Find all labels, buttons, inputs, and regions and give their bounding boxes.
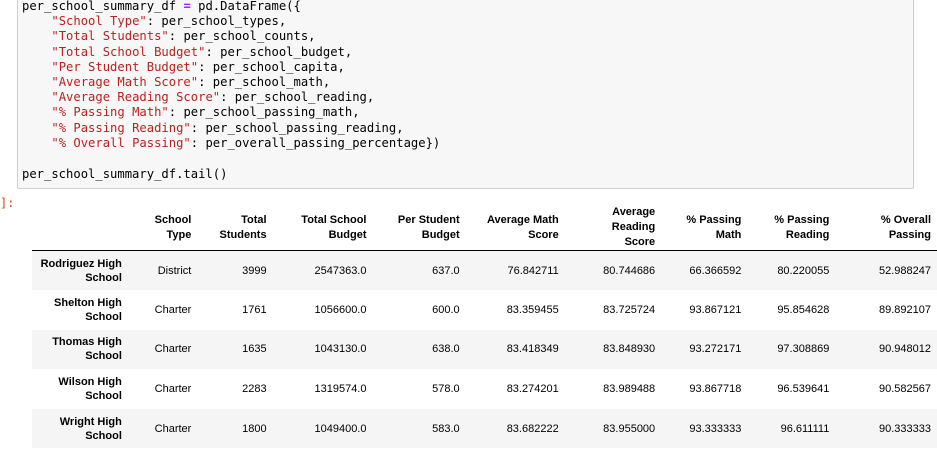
code-token: : per_school_budget, bbox=[205, 44, 353, 59]
code-token: per_school_summary_df bbox=[22, 0, 184, 13]
row-index: Wilson High School bbox=[58, 376, 122, 403]
column-header: Average Reading Score bbox=[611, 206, 656, 248]
cell-average-math: 83.418349 bbox=[506, 343, 559, 356]
code-string: "Total Students" bbox=[51, 29, 169, 44]
cell-total-budget: 1049400.0 bbox=[314, 422, 367, 435]
code-operator: = bbox=[183, 0, 191, 13]
column-header: Per Student Budget bbox=[397, 213, 460, 241]
cell-total-students: 3999 bbox=[242, 264, 267, 277]
code-string: "Per Student Budget" bbox=[51, 59, 199, 74]
code-token: pd.DataFrame({ bbox=[190, 0, 301, 13]
cell-school-type: Charter bbox=[154, 422, 192, 435]
table-row: Shelton High School Charter 1761 1056600.… bbox=[32, 290, 937, 330]
code-string: "% Overall Passing" bbox=[51, 135, 191, 150]
column-header: Average Math Score bbox=[486, 213, 559, 241]
column-header: % Passing Math bbox=[686, 213, 742, 241]
cell-total-students: 1800 bbox=[242, 422, 267, 435]
code-token: : per_school_counts, bbox=[168, 29, 316, 44]
code-editor[interactable]: per_school_summary_df = pd.DataFrame({ "… bbox=[22, 0, 440, 151]
cell-total-budget: 2547363.0 bbox=[314, 264, 367, 277]
row-index: Shelton High School bbox=[54, 296, 122, 323]
cell-total-students: 2283 bbox=[242, 383, 267, 396]
column-header: % Overall Passing bbox=[880, 213, 931, 241]
cell-average-math: 83.682222 bbox=[506, 422, 559, 435]
index-header bbox=[32, 205, 128, 251]
code-string: "% Passing Math" bbox=[51, 105, 169, 120]
cell-passing-reading: 97.308869 bbox=[777, 343, 830, 356]
code-line-tail: per_school_summary_df.tail() bbox=[22, 167, 228, 181]
cell-per-student-budget: 637.0 bbox=[432, 264, 460, 277]
table-header-row: School Type Total Students Total School Bud… bbox=[32, 205, 937, 251]
code-token: : per_school_types, bbox=[146, 14, 287, 29]
cell-total-budget: 1319574.0 bbox=[314, 383, 367, 396]
cell-per-student-budget: 583.0 bbox=[432, 422, 460, 435]
cell-passing-reading: 95.854628 bbox=[777, 303, 830, 316]
cell-passing-reading: 96.611111 bbox=[780, 422, 830, 435]
code-string: "Average Math Score" bbox=[51, 75, 199, 90]
cell-passing-math: 93.333333 bbox=[689, 422, 742, 435]
table-row: Rodriguez High School District 3999 25473… bbox=[32, 250, 937, 291]
column-header: % Passing Reading bbox=[774, 213, 830, 241]
cell-average-reading: 83.955000 bbox=[603, 422, 656, 435]
code-token: : per_school_passing_reading, bbox=[190, 120, 404, 135]
row-index: Rodriguez High School bbox=[40, 257, 122, 284]
cell-per-student-budget: 600.0 bbox=[432, 303, 460, 316]
table-row: Wright High School Charter 1800 1049400.0… bbox=[32, 408, 937, 449]
code-token: : per_school_reading, bbox=[220, 90, 375, 105]
cell-total-budget: 1043130.0 bbox=[314, 343, 367, 356]
cell-school-type: Charter bbox=[154, 303, 192, 316]
code-token: : per_school_math, bbox=[198, 75, 331, 90]
cell-passing-math: 66.366592 bbox=[689, 264, 742, 277]
code-token: : per_school_passing_math, bbox=[168, 105, 360, 120]
code-string: "School Type" bbox=[51, 14, 147, 29]
cell-average-reading: 83.725724 bbox=[603, 303, 656, 316]
code-token: : per_overall_passing_percentage}) bbox=[190, 135, 441, 150]
cell-average-reading: 80.744686 bbox=[603, 264, 656, 277]
cell-passing-math: 93.272171 bbox=[689, 343, 742, 356]
cell-average-math: 83.274201 bbox=[506, 383, 559, 396]
cell-per-student-budget: 638.0 bbox=[432, 343, 460, 356]
cell-average-math: 83.359455 bbox=[506, 303, 559, 316]
column-header: Total School Budget bbox=[301, 213, 367, 241]
code-string: "Average Reading Score" bbox=[51, 90, 221, 105]
cell-passing-math: 93.867121 bbox=[689, 303, 742, 316]
table-row: Thomas High School Charter 1635 1043130.0… bbox=[32, 329, 937, 370]
cell-average-reading: 83.989488 bbox=[603, 383, 656, 396]
cell-school-type: District bbox=[157, 264, 192, 277]
code-token: : per_school_capita, bbox=[198, 59, 345, 74]
cell-overall-passing: 90.948012 bbox=[879, 343, 931, 356]
cell-average-math: 76.842711 bbox=[507, 264, 559, 277]
code-cell-input[interactable]: per_school_summary_df = pd.DataFrame({ "… bbox=[17, 0, 914, 189]
column-header: Total Students bbox=[219, 213, 267, 241]
code-string: "Total School Budget" bbox=[51, 44, 206, 59]
cell-school-type: Charter bbox=[154, 343, 192, 356]
cell-passing-math: 93.867718 bbox=[689, 383, 742, 396]
cell-overall-passing: 90.333333 bbox=[879, 422, 931, 435]
cell-per-student-budget: 578.0 bbox=[432, 383, 460, 396]
table-row: Wilson High School Charter 2283 1319574.0… bbox=[32, 369, 937, 409]
cell-school-type: Charter bbox=[154, 383, 192, 396]
cell-average-reading: 83.848930 bbox=[603, 343, 656, 356]
cell-total-budget: 1056600.0 bbox=[314, 303, 367, 316]
cell-passing-reading: 80.220055 bbox=[777, 264, 830, 277]
code-string: "% Passing Reading" bbox=[51, 120, 191, 135]
cell-passing-reading: 96.539641 bbox=[777, 383, 830, 396]
cell-total-students: 1761 bbox=[242, 303, 267, 316]
row-index: Thomas High School bbox=[52, 336, 122, 363]
output-prompt: ]: bbox=[0, 196, 15, 210]
row-index: Wright High School bbox=[59, 415, 122, 442]
dataframe-table: School Type Total Students Total School Bud… bbox=[32, 205, 937, 449]
column-header: School Type bbox=[154, 213, 192, 241]
cell-overall-passing: 52.988247 bbox=[879, 264, 931, 277]
cell-overall-passing: 89.892107 bbox=[879, 303, 931, 316]
cell-total-students: 1635 bbox=[242, 343, 267, 356]
cell-overall-passing: 90.582567 bbox=[879, 383, 931, 396]
